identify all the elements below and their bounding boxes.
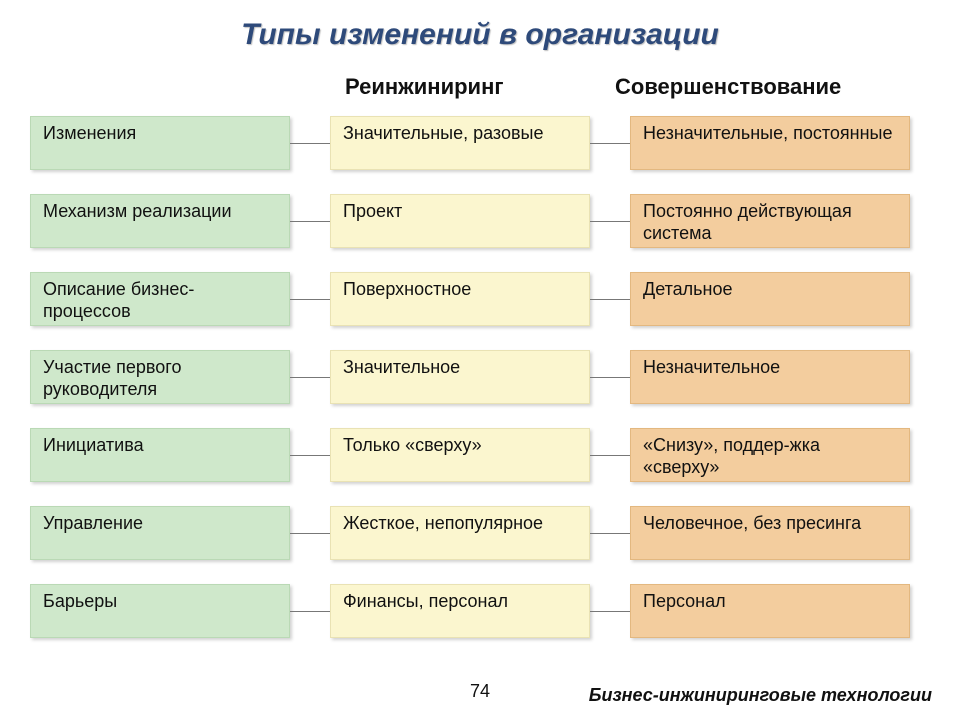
row-reengineer-value: Проект [330,194,590,248]
connector-line [590,455,630,456]
row-improve-value: Незначительные, постоянные [630,116,910,170]
row-category: Изменения [30,116,290,170]
table-row: Барьеры Финансы, персонал Персонал [30,584,930,662]
table-row: Участие первого руководителя Значительно… [30,350,930,428]
row-category: Механизм реализации [30,194,290,248]
row-reengineer-value: Значительное [330,350,590,404]
slide-title: Типы изменений в организации [0,0,960,52]
row-reengineer-value: Жесткое, непопулярное [330,506,590,560]
connector-line [290,299,330,300]
row-reengineer-value: Поверхностное [330,272,590,326]
row-improve-value: Персонал [630,584,910,638]
row-reengineer-value: Значительные, разовые [330,116,590,170]
table-row: Инициатива Только «сверху» «Снизу», подд… [30,428,930,506]
connector-line [590,221,630,222]
connector-line [290,611,330,612]
connector-line [590,533,630,534]
footer-text: Бизнес-инжиниринговые технологии [589,685,932,706]
header-reengineering: Реинжиниринг [345,74,504,100]
row-improve-value: Незначительное [630,350,910,404]
connector-line [590,299,630,300]
row-category: Управление [30,506,290,560]
connector-line [290,533,330,534]
row-category: Участие первого руководителя [30,350,290,404]
header-improvement: Совершенствование [615,74,841,100]
row-category: Описание бизнес-процессов [30,272,290,326]
connector-line [290,455,330,456]
row-reengineer-value: Только «сверху» [330,428,590,482]
connector-line [590,143,630,144]
row-reengineer-value: Финансы, персонал [330,584,590,638]
connector-line [290,377,330,378]
row-improve-value: Постоянно действующая система [630,194,910,248]
connector-line [590,611,630,612]
table-row: Управление Жесткое, непопулярное Человеч… [30,506,930,584]
table-row: Описание бизнес-процессов Поверхностное … [30,272,930,350]
connector-line [590,377,630,378]
row-improve-value: Детальное [630,272,910,326]
column-headers: Реинжиниринг Совершенствование [0,74,960,108]
row-category: Инициатива [30,428,290,482]
table-row: Изменения Значительные, разовые Незначит… [30,116,930,194]
table-row: Механизм реализации Проект Постоянно дей… [30,194,930,272]
comparison-grid: Изменения Значительные, разовые Незначит… [30,116,930,662]
row-improve-value: «Снизу», поддер-жка «сверху» [630,428,910,482]
connector-line [290,143,330,144]
row-category: Барьеры [30,584,290,638]
connector-line [290,221,330,222]
row-improve-value: Человечное, без пресинга [630,506,910,560]
